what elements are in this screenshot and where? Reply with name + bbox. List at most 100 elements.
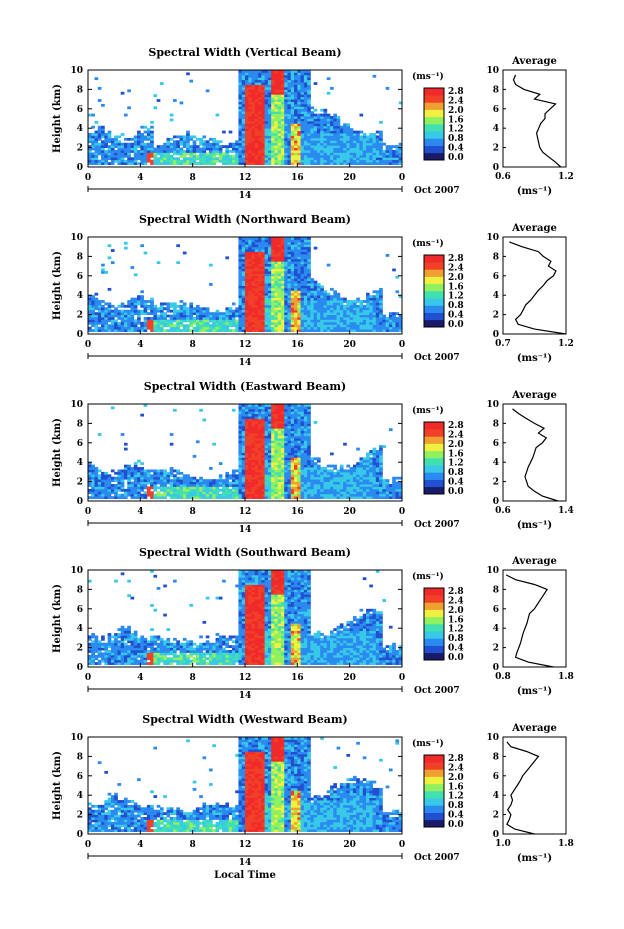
heatmap-cell <box>261 304 266 308</box>
heatmap-cell <box>110 145 115 148</box>
heatmap-cell <box>225 147 230 151</box>
heatmap-cell <box>248 445 252 449</box>
heatmap-cell <box>94 467 99 470</box>
heatmap-cell <box>104 309 109 313</box>
heatmap-cell <box>88 300 92 303</box>
heatmap-cell <box>323 162 328 165</box>
heatmap-cell <box>258 493 262 497</box>
heatmap-cell <box>186 309 190 313</box>
heatmap-cell <box>287 79 292 83</box>
heatmap-cell <box>300 484 305 487</box>
heatmap-cell <box>225 307 230 311</box>
heatmap-cell <box>287 275 292 279</box>
heatmap-cell <box>267 317 272 320</box>
heatmap-cell <box>212 314 216 318</box>
heatmap-cell <box>133 273 138 277</box>
heatmap-cell <box>238 273 243 277</box>
heatmap-cell <box>88 152 92 156</box>
heatmap-cell <box>120 481 125 485</box>
heatmap-cell <box>248 406 252 410</box>
heatmap-cell <box>258 72 262 76</box>
heatmap-cell <box>173 408 177 412</box>
heatmap-cell <box>290 481 295 485</box>
heatmap-cell <box>274 162 279 165</box>
heatmap-cell <box>130 150 135 153</box>
heatmap-cell <box>333 326 337 330</box>
heatmap-cell <box>261 159 266 163</box>
heatmap-cell <box>290 416 295 419</box>
heatmap-cell <box>150 319 154 323</box>
heatmap-cell <box>258 125 262 129</box>
heatmap-cell <box>228 319 233 323</box>
heatmap-cell <box>336 326 341 330</box>
heatmap-cell <box>307 89 311 93</box>
heatmap-cell <box>248 116 252 119</box>
heatmap-cell <box>186 486 190 490</box>
heatmap-cell <box>326 133 331 136</box>
heatmap-cell <box>140 329 144 332</box>
heatmap-cell <box>117 159 122 163</box>
heatmap-cell <box>248 479 252 482</box>
heatmap-cell <box>320 150 324 153</box>
heatmap-cell <box>251 79 256 83</box>
heatmap-cell <box>97 474 102 478</box>
heatmap-cell <box>284 142 288 146</box>
heatmap-cell <box>101 103 105 107</box>
heatmap-cell <box>271 251 275 255</box>
heatmap-cell <box>264 137 269 141</box>
heatmap-cell <box>287 406 292 410</box>
heatmap-cell <box>294 77 298 81</box>
heatmap-cell <box>277 435 282 439</box>
heatmap-cell <box>114 493 118 497</box>
heatmap-cell <box>271 450 275 453</box>
heatmap-cell <box>104 133 109 136</box>
heatmap-cell <box>287 96 292 100</box>
colorbar-segment <box>424 262 444 270</box>
heatmap-cell <box>264 140 269 144</box>
heatmap-cell <box>303 249 308 252</box>
heatmap-cell <box>280 321 285 325</box>
heatmap-cell <box>199 142 203 146</box>
heatmap-cell <box>277 94 282 98</box>
heatmap-cell <box>294 459 298 463</box>
heatmap-cell <box>287 142 292 146</box>
heatmap-cell <box>346 123 351 127</box>
heatmap-cell <box>189 479 194 482</box>
heatmap-cell <box>284 476 288 480</box>
heatmap-cell <box>248 152 252 156</box>
heatmap-cell <box>300 450 305 453</box>
heatmap-cell <box>101 329 105 332</box>
heatmap-cell <box>94 150 99 153</box>
heatmap-cell <box>163 157 167 161</box>
heatmap-cell <box>238 244 243 248</box>
heatmap-cell <box>228 474 233 478</box>
heatmap-cell <box>339 309 344 313</box>
heatmap-cell <box>320 295 324 299</box>
heatmap-cell <box>215 314 220 318</box>
heatmap-cell <box>280 416 285 419</box>
heatmap-cell <box>205 140 210 144</box>
heatmap-cell <box>254 70 259 73</box>
heatmap-cell <box>133 307 138 311</box>
heatmap-cell <box>294 324 298 328</box>
heatmap-cell <box>313 140 318 144</box>
heatmap-cell <box>267 420 272 424</box>
heatmap-cell <box>267 454 272 458</box>
heatmap-cell <box>320 130 324 134</box>
heatmap-cell <box>258 447 262 451</box>
heatmap-cell <box>280 450 285 453</box>
heatmap-cell <box>241 275 246 279</box>
heatmap-cell <box>251 70 256 73</box>
heatmap-cell <box>271 406 275 410</box>
heatmap-cell <box>231 309 236 313</box>
colorbar-segment <box>424 269 444 277</box>
heatmap-cell <box>120 314 125 318</box>
heatmap-cell <box>267 74 272 78</box>
heatmap-cell <box>254 454 259 458</box>
heatmap-cell <box>199 162 203 165</box>
heatmap-cell <box>326 125 331 129</box>
heatmap-cell <box>248 408 252 412</box>
heatmap-cell <box>235 319 239 323</box>
heatmap-cell <box>290 452 295 456</box>
heatmap-cell <box>290 268 295 272</box>
